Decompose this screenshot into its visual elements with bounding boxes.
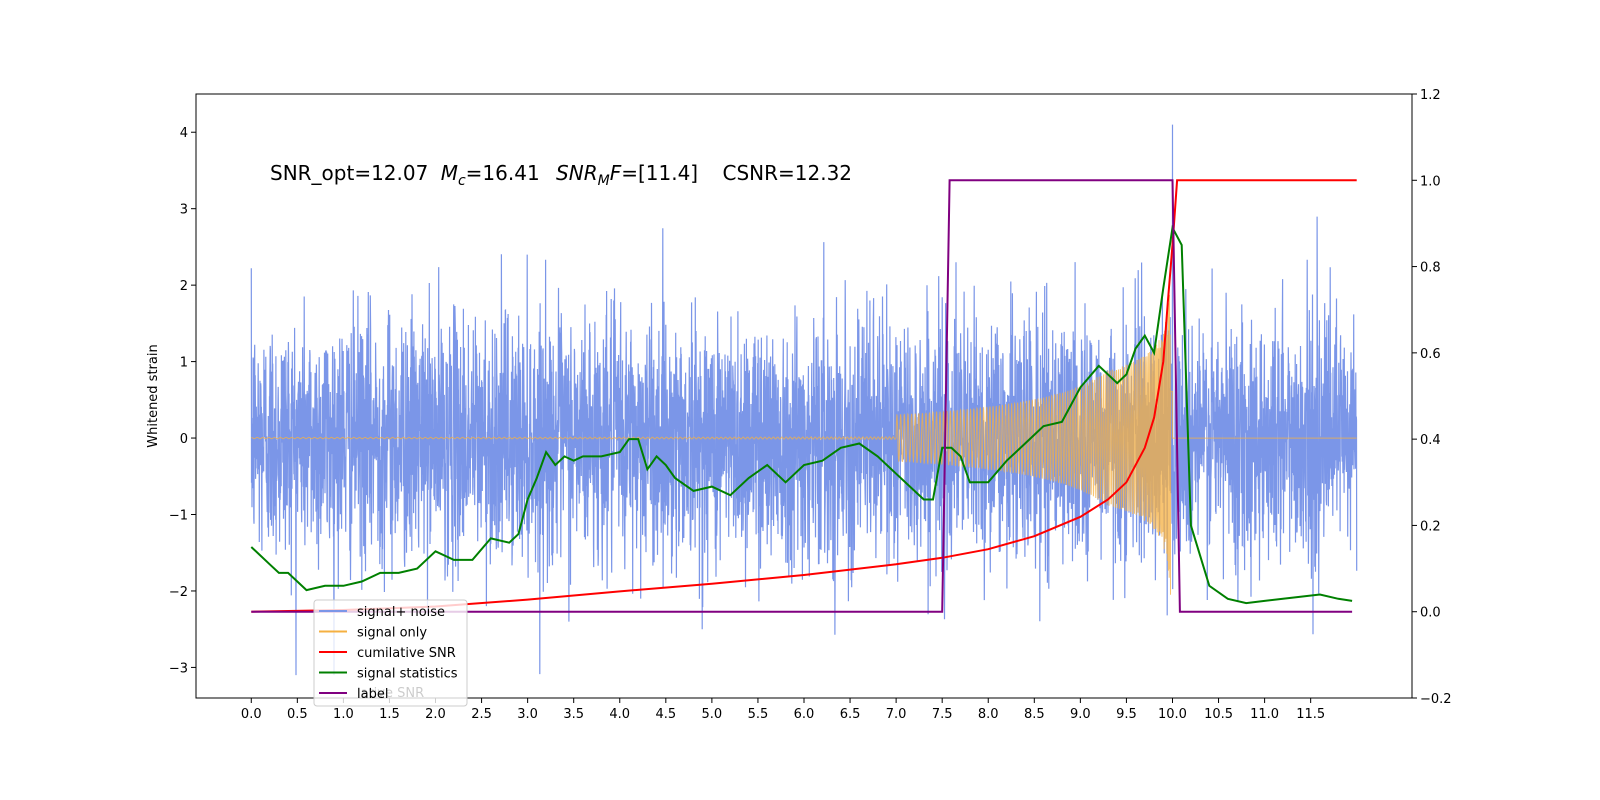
annotation-mc-sub: c (458, 173, 466, 189)
x-tick-label: 2.5 (471, 707, 492, 722)
y-tick-label: 0 (180, 432, 188, 447)
x-tick-label: 7.5 (932, 707, 953, 722)
x-tick-label: 7.0 (886, 707, 907, 722)
x-tick-label: 5.0 (702, 707, 723, 722)
y2-tick-label: 0.0 (1420, 606, 1441, 621)
annotation-mc-symbol: M (441, 161, 458, 185)
series-cumilative-snr-line (251, 179, 1357, 613)
x-tick-label: 0.0 (241, 707, 262, 722)
legend-signal-statistics-label: signal statistics (357, 667, 458, 682)
x-tick-label: 1.0 (333, 707, 354, 722)
y2-tick-label: −0.2 (1420, 692, 1452, 707)
legend-ghost-text: lative SNR (357, 686, 424, 701)
x-tick-label: 1.5 (379, 707, 400, 722)
legend-cumilative-snr-label: cumilative SNR (357, 646, 456, 661)
y-tick-label: 2 (180, 279, 188, 294)
x-tick-label: 8.0 (978, 707, 999, 722)
x-tick-label: 4.0 (609, 707, 630, 722)
x-tick-label: 2.0 (425, 707, 446, 722)
x-tick-label: 3.0 (517, 707, 538, 722)
y-axis-label: Whitened strain (146, 344, 161, 447)
x-tick-label: 0.5 (287, 707, 308, 722)
annotation-mf-symbol: SNR (556, 161, 598, 185)
legend-signal-only-label: signal only (357, 626, 427, 641)
x-tick-label: 3.5 (563, 707, 584, 722)
y2-tick-label: 0.8 (1420, 261, 1441, 276)
y-tick-label: −2 (169, 585, 188, 600)
y2-tick-label: 0.6 (1420, 347, 1441, 362)
plot-area: 0.0 0.5 1.0 1.5 2.0 2.5 3.0 3.5 4.0 4.5 5.0 5.5 6.0 6… (169, 88, 1452, 722)
x-tick-label: 10.0 (1158, 707, 1187, 722)
x-tick-label: 6.0 (794, 707, 815, 722)
series-signal-statistics-line (250, 224, 1353, 605)
legend-label-label: label (357, 687, 388, 702)
series-signal-noise-line (250, 124, 1358, 676)
y-tick-label: −1 (169, 509, 188, 524)
series-group (250, 124, 1358, 676)
x-tick-label: 9.5 (1116, 707, 1137, 722)
x-tick-label: 4.5 (655, 707, 676, 722)
y2-tick-label: 1.0 (1420, 174, 1441, 189)
chart-annotation: SNR_opt=12.07 Mc=16.41 SNRMF=[11.4] CSNR… (270, 161, 852, 189)
y2-tick-label: 1.2 (1420, 88, 1441, 103)
x-tick-label: 11.0 (1250, 707, 1279, 722)
annotation-mc-value: =16.41 (466, 161, 540, 185)
y2-tick-label: 0.4 (1420, 433, 1441, 448)
x-tick-label: 10.5 (1204, 707, 1233, 722)
x-tick-label: 9.0 (1070, 707, 1091, 722)
x-tick-label: 11.5 (1296, 707, 1325, 722)
legend-signal-noise-label: signal+ noise (357, 605, 445, 620)
x-tick-label: 8.5 (1024, 707, 1045, 722)
x-tick-label: 5.5 (748, 707, 769, 722)
annotation-mf-value: =[11.4] (621, 161, 698, 185)
annotation-mf-symbol2: F (610, 161, 622, 185)
annotation-mf-sub: M (598, 173, 610, 189)
y-tick-label: 1 (180, 356, 188, 371)
y-tick-label: −3 (169, 661, 188, 676)
series-signal-only-line (251, 294, 1357, 595)
legend: lative SNR signal+ noise signal only cumila… (313, 599, 468, 707)
annotation-snr-opt: SNR_opt=12.07 (270, 161, 428, 185)
y2-tick-label: 0.2 (1420, 519, 1441, 534)
y-tick-label: 4 (180, 126, 188, 141)
series-label-line (251, 179, 1353, 613)
annotation-csnr: CSNR=12.32 (722, 161, 852, 185)
legend-box (313, 599, 468, 707)
y-tick-label: 3 (180, 203, 188, 218)
x-tick-label: 6.5 (840, 707, 861, 722)
